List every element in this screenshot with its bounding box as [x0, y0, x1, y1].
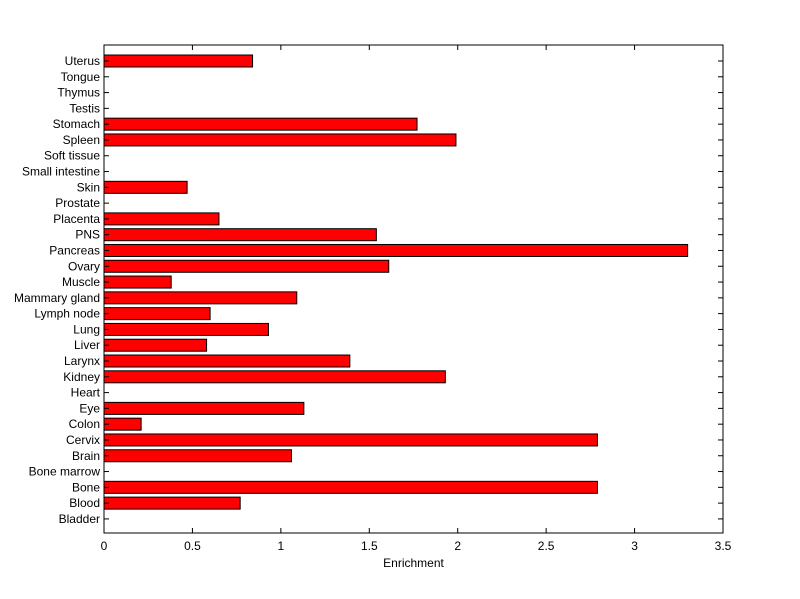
- bar-uterus: [103, 54, 254, 68]
- bar-colon: [103, 417, 142, 431]
- y-tick-label: Blood: [69, 496, 100, 510]
- bar-placenta: [103, 212, 220, 226]
- y-tick-label: Muscle: [62, 275, 100, 289]
- bar-skin: [103, 180, 188, 194]
- bar-bone: [103, 480, 598, 494]
- y-tick-label: Kidney: [63, 370, 100, 384]
- x-tick-label: 3: [631, 539, 638, 553]
- y-tick-label: Placenta: [53, 212, 100, 226]
- y-tick-label: PNS: [75, 228, 100, 242]
- x-tick-labels: 0 0.5 1 1.5 2 2.5 3 3.5: [101, 539, 732, 553]
- y-tick-label: Liver: [74, 338, 100, 352]
- y-tick-label: Tongue: [61, 70, 101, 84]
- y-tick-label: Ovary: [68, 259, 100, 273]
- y-tick-label: Colon: [69, 417, 100, 431]
- x-tick-label: 0: [101, 539, 108, 553]
- y-tick-label: Bone: [72, 480, 100, 494]
- y-tick-label: Heart: [71, 386, 101, 400]
- y-tick-label: Pancreas: [49, 243, 100, 257]
- bar-pns: [103, 228, 377, 242]
- plot-frame: [103, 44, 724, 534]
- y-tick-label: Uterus: [65, 54, 100, 68]
- y-tick-label: Prostate: [55, 196, 100, 210]
- y-tick-label: Thymus: [57, 86, 100, 100]
- bar-mammary-gland: [103, 291, 298, 305]
- y-tick-label: Cervix: [66, 433, 100, 447]
- bar-muscle: [103, 275, 172, 289]
- y-tick-label: Spleen: [63, 133, 100, 147]
- bar-kidney: [103, 370, 446, 384]
- x-tick-label: 3.5: [715, 539, 732, 553]
- y-tick-label: Stomach: [53, 117, 100, 131]
- bar-blood: [103, 496, 241, 510]
- x-axis-label: Enrichment: [383, 556, 444, 570]
- y-tick-label: Mammary gland: [14, 291, 100, 305]
- y-tick-label: Eye: [79, 401, 100, 415]
- bar-spleen: [103, 133, 457, 147]
- x-tick-label: 0.5: [184, 539, 201, 553]
- bar-series: [103, 54, 689, 510]
- bar-brain: [103, 449, 292, 463]
- y-tick-label: Lymph node: [34, 307, 100, 321]
- x-tick-label: 1: [278, 539, 285, 553]
- bar-larynx: [103, 354, 351, 368]
- y-tick-label: Skin: [77, 180, 100, 194]
- bar-stomach: [103, 117, 418, 131]
- bar-liver: [103, 338, 208, 352]
- x-tick-label: 2.5: [538, 539, 555, 553]
- y-tick-label: Small intestine: [22, 165, 100, 179]
- bar-eye: [103, 401, 305, 415]
- y-tick-label: Testis: [69, 101, 100, 115]
- x-tick-label: 2: [454, 539, 461, 553]
- bar-ovary: [103, 259, 390, 273]
- x-tick-label: 1.5: [361, 539, 378, 553]
- y-tick-label: Brain: [72, 449, 100, 463]
- y-tick-label: Bone marrow: [29, 465, 101, 479]
- bar-lung: [103, 322, 269, 336]
- bar-cervix: [103, 433, 598, 447]
- y-tick-label: Larynx: [64, 354, 100, 368]
- bar-pancreas: [103, 243, 689, 257]
- y-tick-label: Lung: [73, 322, 100, 336]
- axis-ticks: [103, 45, 724, 533]
- bar-lymph-node: [103, 307, 211, 321]
- y-tick-label: Soft tissue: [44, 149, 100, 163]
- y-tick-label: Bladder: [59, 512, 100, 526]
